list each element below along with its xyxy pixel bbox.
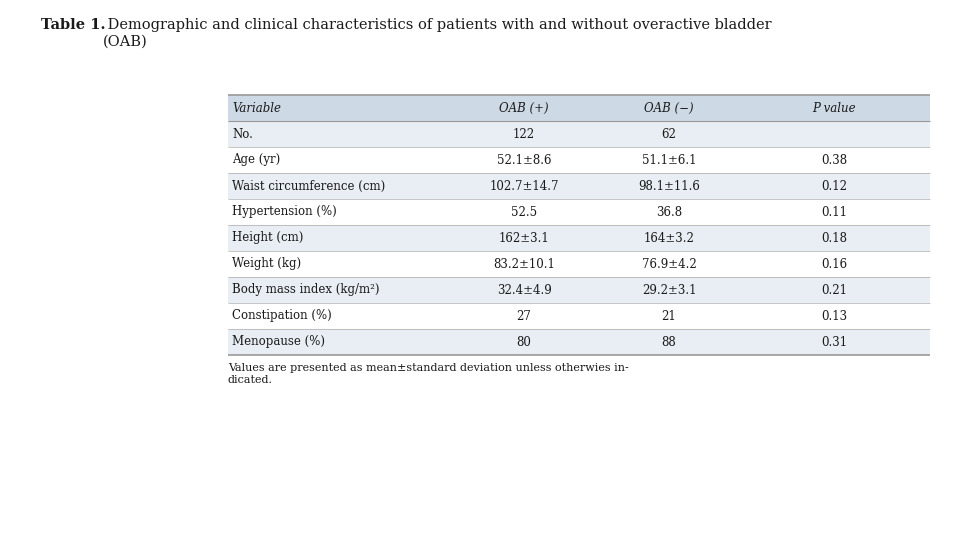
Text: Constipation (%): Constipation (%) [232,309,332,322]
Text: Body mass index (kg/m²): Body mass index (kg/m²) [232,284,379,296]
Text: Menopause (%): Menopause (%) [232,335,325,348]
Text: International Neurourology Journal 2012;16:181–186: International Neurourology Journal 2012;… [11,115,20,426]
Text: 0.11: 0.11 [821,206,847,219]
Text: 32.4±4.9: 32.4±4.9 [496,284,551,296]
Bar [228,251,930,277]
Text: 88: 88 [661,335,677,348]
Text: 0.31: 0.31 [821,335,847,348]
Text: 0.38: 0.38 [821,153,847,166]
Text: 0.12: 0.12 [821,179,847,192]
Text: 80: 80 [516,335,532,348]
Text: OAB (+): OAB (+) [499,102,549,114]
Bar [228,121,930,147]
Bar [228,329,930,355]
Text: 29.2±3.1: 29.2±3.1 [641,284,696,296]
Text: 51.1±6.1: 51.1±6.1 [641,153,696,166]
Text: 0.18: 0.18 [821,232,847,245]
Text: OAB (−): OAB (−) [644,102,694,114]
Text: 162±3.1: 162±3.1 [498,232,549,245]
Text: P value: P value [812,102,855,114]
Text: No.: No. [232,127,252,140]
Text: Variable: Variable [232,102,281,114]
Text: Table 1.: Table 1. [40,18,106,32]
Text: 36.8: 36.8 [656,206,682,219]
Text: 27: 27 [516,309,532,322]
Text: 0.16: 0.16 [821,258,847,271]
Text: 102.7±14.7: 102.7±14.7 [490,179,559,192]
Bar [228,199,930,225]
Bar [228,173,930,199]
Text: Age (yr): Age (yr) [232,153,280,166]
Text: 0.13: 0.13 [821,309,847,322]
Text: Waist circumference (cm): Waist circumference (cm) [232,179,385,192]
Text: 21: 21 [661,309,677,322]
Text: 98.1±11.6: 98.1±11.6 [638,179,700,192]
Bar [228,95,930,121]
Text: Hypertension (%): Hypertension (%) [232,206,337,219]
Bar [228,147,930,173]
Text: 122: 122 [513,127,535,140]
Text: 52.1±8.6: 52.1±8.6 [496,153,551,166]
Text: 76.9±4.2: 76.9±4.2 [641,258,696,271]
Text: 62: 62 [661,127,677,140]
Text: Values are presented as mean±standard deviation unless otherwies in-
dicated.: Values are presented as mean±standard de… [228,363,629,384]
Text: 83.2±10.1: 83.2±10.1 [493,258,555,271]
Text: Height (cm): Height (cm) [232,232,303,245]
Text: Weight (kg): Weight (kg) [232,258,301,271]
Bar [228,277,930,303]
Text: 164±3.2: 164±3.2 [643,232,694,245]
Text: 0.21: 0.21 [821,284,847,296]
Text: 52.5: 52.5 [511,206,537,219]
Bar [228,303,930,329]
Text: Demographic and clinical characteristics of patients with and without overactive: Demographic and clinical characteristics… [103,18,771,48]
Bar [228,225,930,251]
